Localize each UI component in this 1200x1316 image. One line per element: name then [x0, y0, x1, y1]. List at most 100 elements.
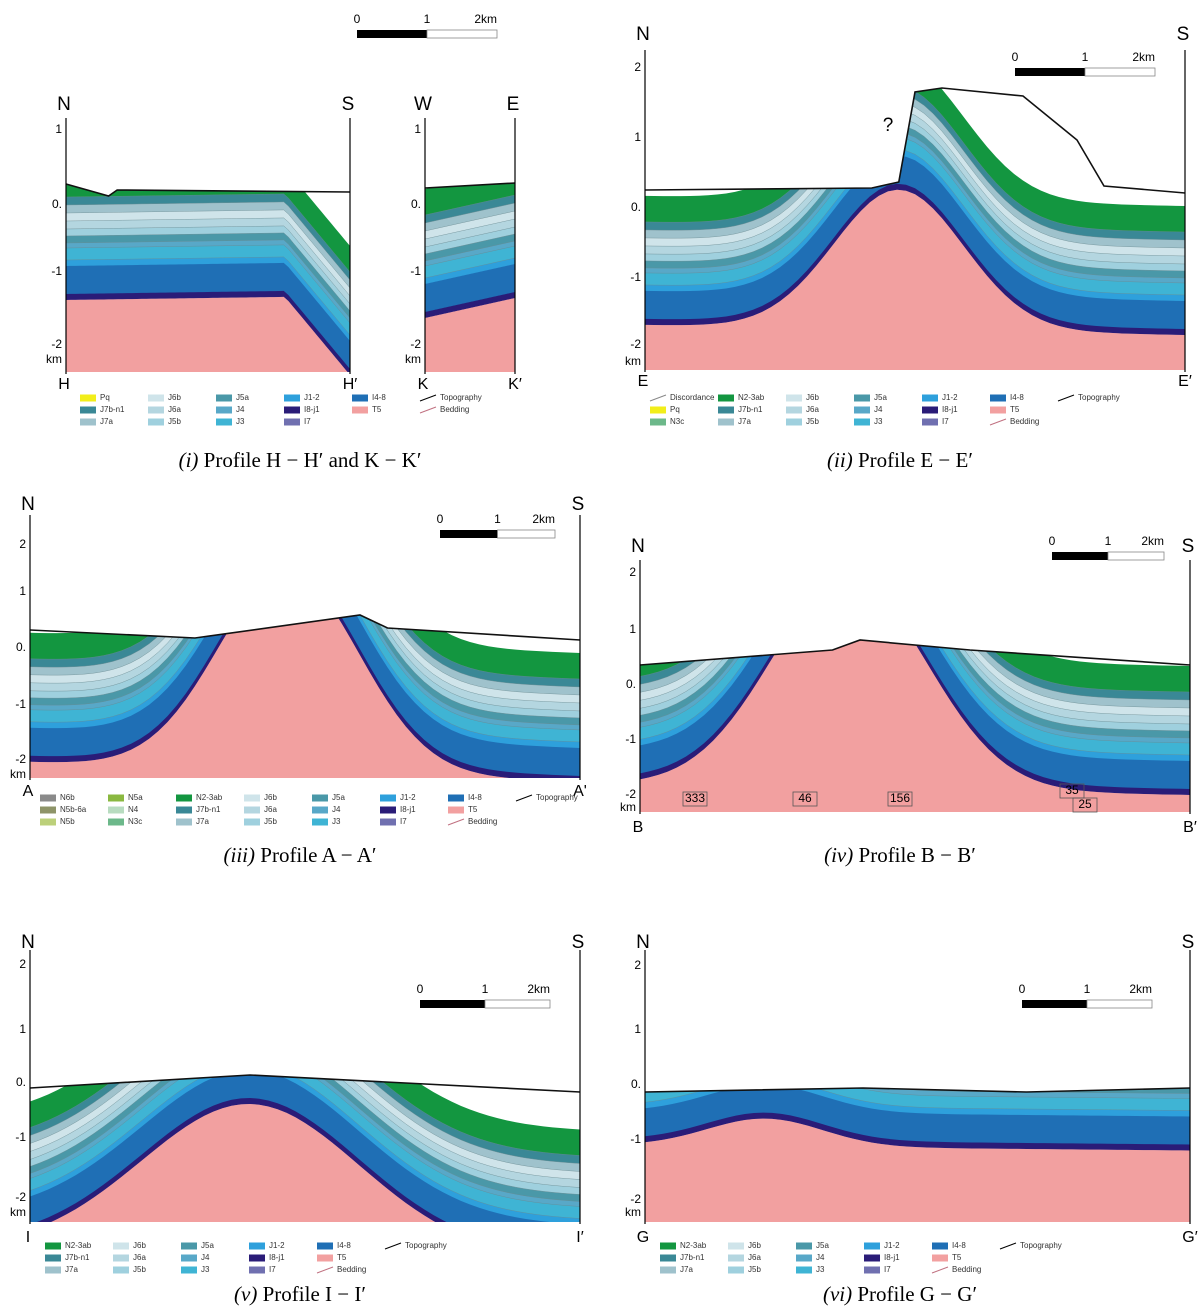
legend-swatch: [352, 406, 368, 414]
legend-label: J3: [874, 417, 883, 426]
measure-box: [682, 791, 708, 807]
caption: (v) Profile I − I′: [234, 1282, 366, 1306]
legend-label: J6b: [168, 393, 181, 402]
measure-box: [1072, 797, 1098, 813]
legend-label: J1-2: [884, 1241, 900, 1250]
legend-swatch: [148, 406, 164, 414]
caption-number: (vi): [823, 1282, 852, 1306]
legend-label: J3: [201, 1265, 210, 1274]
legend-swatch: [80, 406, 96, 414]
panel: N S E E′ 2 1 0. -1 -2 km 0 1 2km? Discordance Pq N3c N2-…: [625, 24, 1192, 472]
legend-label: N6b: [60, 793, 75, 802]
legend-swatch: [786, 394, 802, 402]
scale-label: 0: [1012, 50, 1019, 64]
legend-label: T5: [1010, 405, 1020, 414]
legend-swatch: [864, 1254, 880, 1262]
depth-label: -2: [15, 752, 26, 766]
legend-swatch: [922, 418, 938, 426]
legend-label: I8-j1: [269, 1253, 285, 1262]
legend-line: [384, 1242, 402, 1250]
legend-swatch: [380, 794, 396, 802]
depth-label: 1: [629, 622, 636, 636]
measure-label: 156: [890, 791, 910, 805]
legend-swatch: [796, 1254, 812, 1262]
direction-label: S: [1182, 932, 1195, 953]
profile-end: G: [637, 1229, 649, 1246]
legend-label: J1-2: [269, 1241, 285, 1250]
profile-end: K: [418, 376, 429, 393]
depth-label: -2: [625, 787, 636, 801]
scale-bar-black: [1022, 1000, 1087, 1008]
legend-swatch: [448, 794, 464, 802]
legend-swatch: [380, 806, 396, 814]
scale-label: 1: [494, 512, 501, 526]
caption-text: Profile E − E′: [858, 448, 973, 472]
measure-label: 25: [1078, 797, 1092, 811]
legend-swatch: [244, 794, 260, 802]
legend-swatch: [317, 1242, 333, 1250]
depth-label: 0.: [52, 197, 62, 211]
legend-label: J7a: [680, 1265, 693, 1274]
scale-label: 1: [482, 982, 489, 996]
depth-label: -2: [410, 337, 421, 351]
depth-label: 1: [414, 122, 421, 136]
layer: [425, 298, 515, 372]
section-body: [645, 88, 1185, 370]
scale-label: 2km: [474, 12, 497, 26]
legend-label: J5a: [816, 1241, 829, 1250]
legend-label: I7: [400, 817, 407, 826]
profile-end: B: [633, 819, 644, 836]
depth-label: km: [625, 1205, 641, 1219]
legend-label: Topography: [440, 393, 482, 402]
legend-label: Bedding: [440, 405, 469, 414]
legend-line: [999, 1242, 1017, 1250]
depth-label: 2: [634, 60, 641, 74]
legend-label: I8-j1: [400, 805, 416, 814]
legend-swatch: [796, 1266, 812, 1274]
legend-label: I7: [942, 417, 949, 426]
layer: [640, 640, 1190, 812]
legend-label: I8-j1: [304, 405, 320, 414]
depth-label: km: [620, 800, 636, 814]
legend-swatch: [176, 818, 192, 826]
legend-label: J5a: [874, 393, 887, 402]
depth-label: km: [10, 767, 26, 781]
legend-swatch: [990, 394, 1006, 402]
legend-label: J7a: [738, 417, 751, 426]
direction-label: S: [572, 932, 585, 953]
legend-label: T5: [468, 805, 478, 814]
depth-label: 0.: [16, 1075, 26, 1089]
section-body: [640, 640, 1190, 812]
legend-swatch: [312, 806, 328, 814]
legend-swatch: [108, 794, 124, 802]
direction-label: N: [636, 24, 650, 45]
legend-swatch: [922, 394, 938, 402]
depth-label: 2: [629, 565, 636, 579]
measure-label: 333: [685, 791, 705, 805]
section-body: [425, 183, 515, 372]
depth-label: 0.: [411, 197, 421, 211]
measure-box: [887, 791, 913, 807]
profile-end: A: [23, 783, 34, 800]
scale-label: 0: [437, 512, 444, 526]
legend-swatch: [317, 1254, 333, 1262]
depth-label: -2: [630, 1192, 641, 1206]
caption-number: (iii): [224, 843, 256, 867]
scale-label: 1: [1105, 534, 1112, 548]
legend-swatch: [660, 1266, 676, 1274]
depth-label: -2: [51, 337, 62, 351]
section-body: [30, 615, 580, 778]
depth-label: -1: [15, 1130, 26, 1144]
legend-swatch: [244, 806, 260, 814]
legend-label: J5b: [264, 817, 277, 826]
legend-label: J7b-n1: [196, 805, 221, 814]
legend-swatch: [728, 1242, 744, 1250]
legend-label: J6b: [748, 1241, 761, 1250]
legend-swatch: [216, 406, 232, 414]
legend-swatch: [40, 806, 56, 814]
depth-label: 0.: [631, 200, 641, 214]
caption-number: (ii): [827, 448, 853, 472]
legend-swatch: [249, 1254, 265, 1262]
legend-label: J7a: [65, 1265, 78, 1274]
